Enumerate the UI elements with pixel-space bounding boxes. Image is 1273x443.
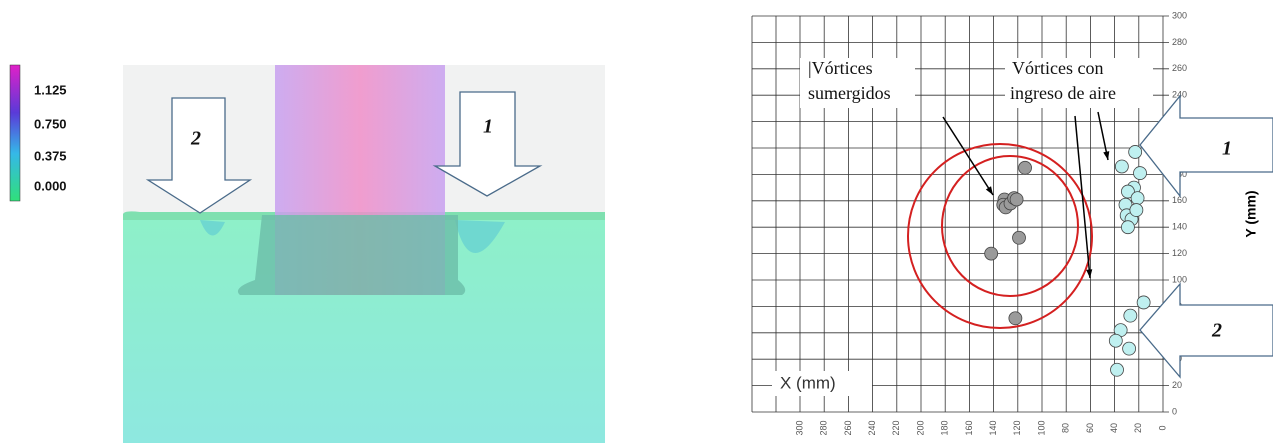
x-tick-label: 220 — [891, 420, 901, 435]
label-box — [800, 58, 915, 108]
vortex-point — [1136, 295, 1151, 310]
colorbar-label: 0.750 — [34, 116, 67, 131]
pointer-line — [942, 116, 994, 196]
x-tick-label: 40 — [1109, 423, 1119, 433]
x-tick-label: 260 — [843, 420, 853, 435]
annotation: sumergidos — [808, 83, 891, 103]
colorbar — [9, 64, 21, 202]
x-tick-label: 100 — [1036, 420, 1046, 435]
y-tick-label: 100 — [1172, 274, 1187, 284]
x-tick-label: 120 — [1012, 420, 1022, 435]
vortex-point — [1129, 203, 1144, 217]
x-tick-label: 200 — [915, 420, 925, 435]
vortex-point — [984, 246, 999, 261]
arrow-label: 2 — [190, 128, 201, 150]
x-tick-label: 0 — [1157, 425, 1167, 430]
y-tick-label: 20 — [1172, 380, 1182, 390]
arrow-label: 1 — [1222, 138, 1232, 160]
vortex-funnels — [200, 220, 505, 254]
vortex-point — [1009, 192, 1024, 207]
block-arrow — [1139, 94, 1273, 198]
vortex-point — [1121, 184, 1135, 199]
x-tick-label: 240 — [867, 420, 877, 435]
arrow-label: 2 — [1211, 320, 1222, 342]
y-tick-label: 240 — [1172, 90, 1187, 100]
pointer-line — [1074, 115, 1091, 279]
vortex-point — [1121, 220, 1135, 235]
simulation-panel: 1.125 0.750 0.375 0.000 2 1 — [9, 64, 605, 443]
vortex-point — [1018, 160, 1032, 175]
y-tick-label: 140 — [1172, 222, 1187, 232]
x-axis-label: X (mm) — [780, 373, 836, 392]
pointer-head — [1103, 151, 1110, 160]
label-box — [1005, 58, 1153, 108]
x-tick-label: 160 — [964, 420, 974, 435]
block-arrow — [432, 91, 543, 197]
x-tick-label: 60 — [1085, 423, 1095, 433]
vortex-point — [1130, 191, 1145, 206]
x-tick-label: 20 — [1133, 423, 1143, 433]
colorbar-label: 1.125 — [34, 82, 67, 97]
annotation: |Vórtices — [808, 58, 873, 78]
pointer-head — [1086, 269, 1093, 278]
vortex-map — [751, 16, 777, 412]
annotation: Vórtices con — [1012, 58, 1103, 78]
vortex-point — [1122, 341, 1137, 356]
x-tick-label: 300 — [794, 420, 804, 435]
inner-circle — [941, 155, 1079, 297]
y-tick-label: 260 — [1172, 63, 1187, 73]
vortex-point — [1008, 311, 1023, 326]
intake-bell — [237, 215, 466, 295]
arrow-label: 1 — [483, 116, 493, 138]
y-tick-label: 300 — [1172, 10, 1187, 20]
block-arrow — [1139, 282, 1273, 379]
x-tick-label: 180 — [940, 420, 950, 435]
label-box — [772, 371, 872, 396]
y-tick-label: 120 — [1172, 248, 1187, 258]
vortex-point — [1123, 308, 1138, 323]
colorbar-label: 0.375 — [34, 148, 67, 163]
vortex-point — [1128, 145, 1143, 159]
colorbar-label: 0.000 — [34, 178, 67, 193]
vortex-point — [1114, 159, 1129, 174]
pointer-head — [985, 186, 993, 195]
y-tick-label: 160 — [1172, 195, 1187, 205]
block-arrow — [145, 97, 253, 214]
x-tick-label: 140 — [988, 420, 998, 435]
vortex-point — [1108, 333, 1123, 348]
outer-circle — [907, 143, 1093, 329]
vortex-point — [1110, 362, 1124, 377]
x-tick-label: 280 — [819, 420, 829, 435]
y-tick-label: 280 — [1172, 37, 1187, 47]
x-tick-label: 80 — [1061, 423, 1071, 433]
y-axis-label: Y (mm) — [1243, 190, 1259, 237]
y-tick-label: 0 — [1172, 406, 1177, 416]
vortex-point — [1012, 230, 1026, 245]
annotation: ingreso de aire — [1010, 83, 1116, 103]
vortex-point — [1133, 166, 1147, 180]
